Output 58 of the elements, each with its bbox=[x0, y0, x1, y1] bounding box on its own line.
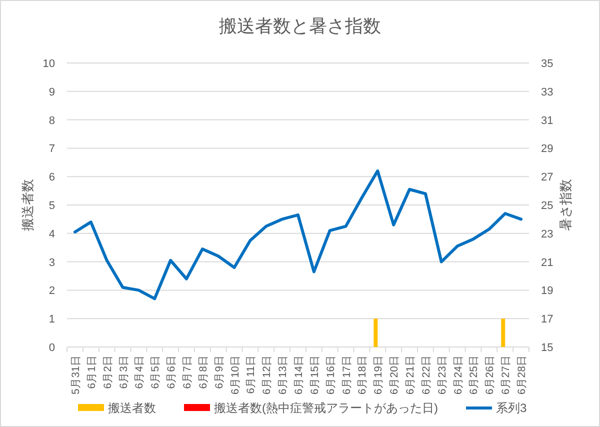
x-tick-label: 6月5日 bbox=[150, 355, 162, 389]
y-tick-label: 3 bbox=[48, 256, 55, 269]
legend-label: 系列3 bbox=[496, 401, 527, 415]
x-tick-label: 6月12日 bbox=[261, 355, 274, 395]
y2-tick-label: 17 bbox=[541, 314, 554, 326]
y2-tick-label: 33 bbox=[541, 86, 554, 98]
legend-label: 搬送者数(熱中症警戒アラートがあった日) bbox=[214, 401, 438, 415]
y-axis-title: 搬送者数 bbox=[20, 179, 35, 231]
y2-tick-label: 21 bbox=[541, 256, 554, 269]
x-tick-label: 6月18日 bbox=[356, 355, 369, 395]
x-tick-label: 6月27日 bbox=[500, 355, 512, 395]
x-tick-label: 6月9日 bbox=[213, 355, 226, 389]
y-tick-label: 2 bbox=[48, 285, 55, 298]
x-tick-label: 5月31日 bbox=[70, 355, 82, 395]
y-tick-label: 10 bbox=[42, 58, 55, 70]
y-tick-label: 5 bbox=[48, 200, 55, 212]
x-tick-label: 6月28日 bbox=[516, 355, 528, 395]
x-tick-label: 6月22日 bbox=[420, 355, 432, 395]
x-tick-label: 6月25日 bbox=[468, 355, 480, 395]
chart-title: 搬送者数と暑さ指数 bbox=[219, 16, 381, 36]
x-tick-label: 6月10日 bbox=[229, 355, 242, 395]
y-tick-label: 1 bbox=[48, 314, 55, 326]
x-tick-label: 6月20日 bbox=[388, 355, 401, 395]
x-tick-label: 6月4日 bbox=[134, 355, 146, 389]
line-series bbox=[73, 169, 523, 300]
x-tick-label: 6月23日 bbox=[436, 355, 448, 395]
x-tick-label: 6月8日 bbox=[197, 355, 210, 389]
y2-tick-label: 19 bbox=[541, 285, 554, 298]
x-tick-label: 6月19日 bbox=[372, 355, 385, 395]
x-tick-label: 6月13日 bbox=[277, 355, 290, 395]
y2-tick-label: 25 bbox=[541, 200, 554, 212]
x-tick-label: 6月11日 bbox=[245, 355, 258, 394]
x-tick-label: 6月26日 bbox=[484, 355, 496, 395]
x-tick-label: 6月24日 bbox=[452, 355, 464, 395]
x-tick-label: 6月6日 bbox=[166, 355, 178, 389]
y2-tick-label: 27 bbox=[541, 172, 554, 184]
y-tick-label: 9 bbox=[48, 86, 55, 98]
y-tick-label: 4 bbox=[48, 228, 55, 240]
x-tick-label: 6月7日 bbox=[181, 355, 194, 389]
y2-tick-label: 29 bbox=[541, 143, 554, 156]
legend-label: 搬送者数 bbox=[108, 401, 156, 415]
y2-axis-title: 暑さ指数 bbox=[558, 179, 573, 231]
y-tick-label: 8 bbox=[48, 114, 55, 127]
x-tick-label: 6月2日 bbox=[102, 355, 114, 389]
y2-tick-label: 31 bbox=[541, 114, 554, 127]
y-tick-label: 6 bbox=[48, 172, 55, 184]
y-tick-label: 7 bbox=[48, 143, 55, 156]
y2-tick-label: 15 bbox=[541, 342, 554, 354]
x-tick-label: 6月21日 bbox=[404, 355, 417, 395]
x-tick-label: 6月15日 bbox=[308, 355, 321, 395]
y-tick-label: 0 bbox=[48, 342, 55, 354]
x-tick-label: 6月16日 bbox=[324, 355, 337, 395]
x-tick-label: 6月1日 bbox=[86, 355, 98, 389]
x-tick-label: 6月17日 bbox=[340, 355, 353, 395]
x-tick-label: 6月14日 bbox=[293, 355, 305, 395]
y2-tick-label: 35 bbox=[541, 58, 554, 70]
x-tick-label: 6月3日 bbox=[118, 355, 130, 389]
y2-tick-label: 23 bbox=[541, 228, 554, 240]
